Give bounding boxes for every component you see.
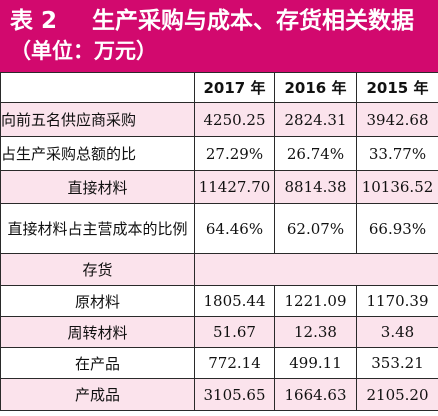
row-label: 直接材料占主营成本的比例 [0, 203, 195, 254]
row-value-2017: 4250.25 [194, 102, 275, 137]
header-row: 2017 年 2016 年 2015 年 [0, 72, 438, 103]
row-label: 在产品 [0, 347, 195, 379]
row-value-2015: 3.48 [356, 316, 438, 348]
row-label: 向前五名供应商采购 [0, 102, 195, 137]
row-value-2017: 51.67 [194, 316, 275, 348]
row-label: 占生产采购总额的比 [0, 136, 195, 171]
row-value-2015: 353.21 [356, 347, 438, 379]
row-value-2016: 8814.38 [274, 170, 357, 204]
row-label: 产成品 [0, 378, 195, 411]
row-value-2017: 64.46% [194, 203, 275, 254]
row-value-2015: 3942.68 [356, 102, 438, 137]
row-value-2015: 33.77% [356, 136, 438, 171]
header-cell-2016: 2016 年 [274, 72, 357, 103]
row-label: 存货 [0, 253, 195, 286]
row-value-2017: 3105.65 [194, 378, 275, 411]
row-value-2016: 499.11 [274, 347, 357, 379]
table-row: 直接材料占主营成本的比例 64.46% 62.07% 66.93% [0, 203, 438, 254]
row-value-2016: 1221.09 [274, 285, 357, 317]
row-value-2015: 1170.39 [356, 285, 438, 317]
table-row: 向前五名供应商采购 4250.25 2824.31 3942.68 [0, 102, 438, 137]
row-label: 周转材料 [0, 316, 195, 348]
row-value-2016: 12.38 [274, 316, 357, 348]
table-row: 原材料 1805.44 1221.09 1170.39 [0, 285, 438, 317]
table-title-bar: 表 2 生产采购与成本、存货相关数据 （单位：万元） [0, 0, 438, 72]
row-label: 直接材料 [0, 170, 195, 204]
header-cell-empty [0, 72, 195, 103]
table-title: 表 2 生产采购与成本、存货相关数据 [10, 6, 438, 36]
table-row: 存货 [0, 253, 438, 286]
row-value-2016: 1664.63 [274, 378, 357, 411]
row-values-empty [194, 253, 438, 286]
table-number: 表 2 [10, 8, 58, 34]
header-cell-2017: 2017 年 [194, 72, 275, 103]
table-row: 占生产采购总额的比 27.29% 26.74% 33.77% [0, 136, 438, 171]
table-row: 直接材料 11427.70 8814.38 10136.52 [0, 170, 438, 204]
table-unit: （单位：万元） [10, 39, 157, 63]
table-row: 产成品 3105.65 1664.63 2105.20 [0, 378, 438, 411]
row-value-2015: 2105.20 [356, 378, 438, 411]
data-table: 2017 年 2016 年 2015 年 向前五名供应商采购 4250.25 2… [0, 72, 438, 411]
row-value-2015: 66.93% [356, 203, 438, 254]
row-value-2015: 10136.52 [356, 170, 438, 204]
table-title-text: 生产采购与成本、存货相关数据 [92, 8, 414, 34]
row-value-2016: 62.07% [274, 203, 357, 254]
row-value-2017: 1805.44 [194, 285, 275, 317]
table-row: 周转材料 51.67 12.38 3.48 [0, 316, 438, 348]
row-value-2017: 11427.70 [194, 170, 275, 204]
header-cell-2015: 2015 年 [356, 72, 438, 103]
row-value-2017: 27.29% [194, 136, 275, 171]
row-label: 原材料 [0, 285, 195, 317]
row-value-2016: 26.74% [274, 136, 357, 171]
row-value-2016: 2824.31 [274, 102, 357, 137]
table-row: 在产品 772.14 499.11 353.21 [0, 347, 438, 379]
row-value-2017: 772.14 [194, 347, 275, 379]
